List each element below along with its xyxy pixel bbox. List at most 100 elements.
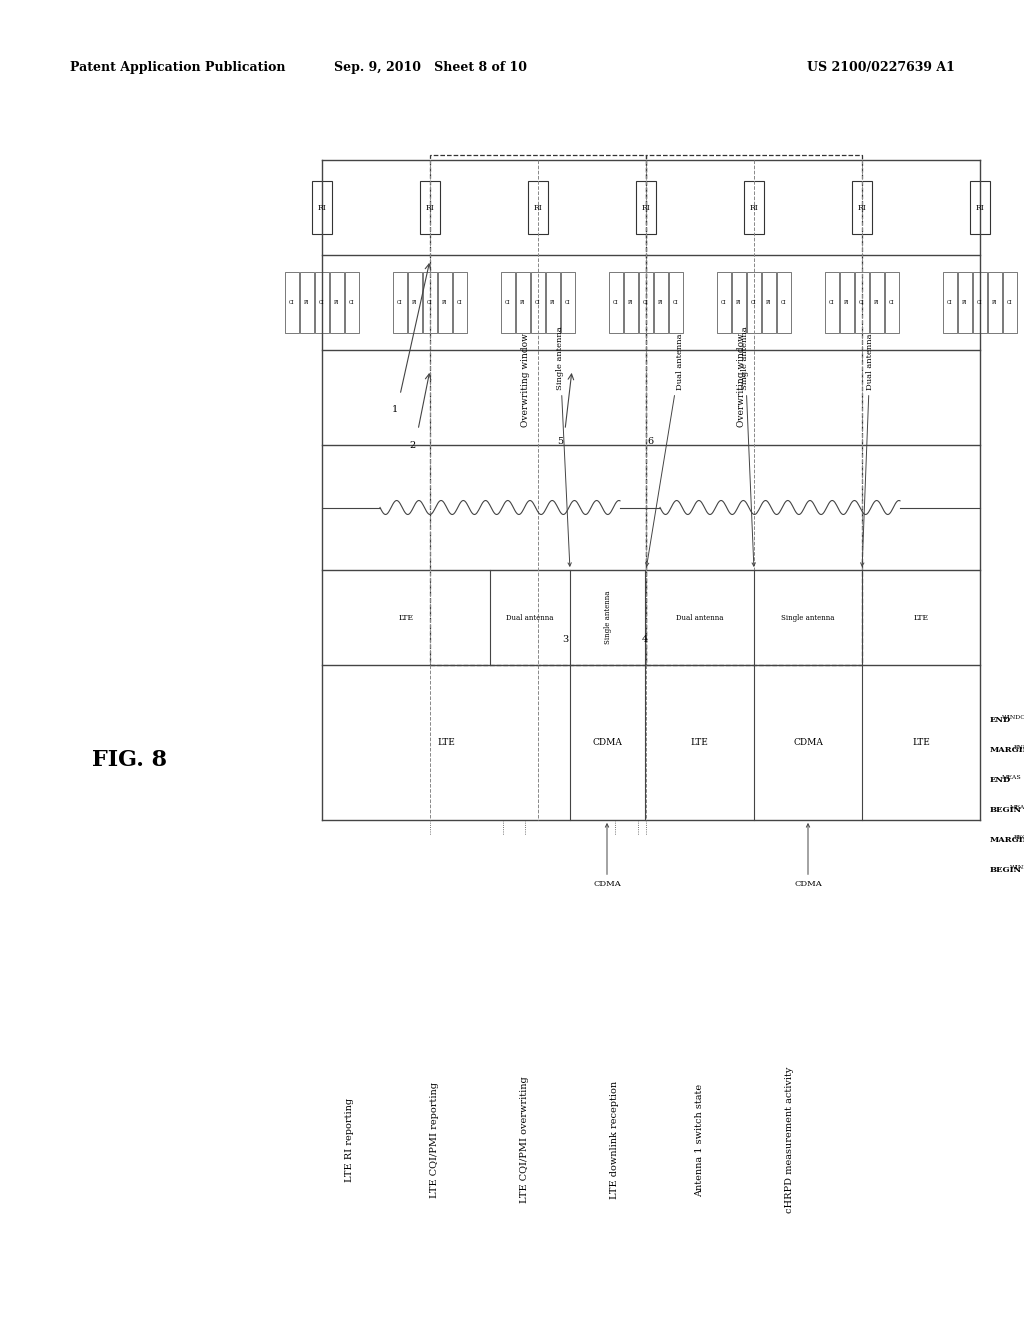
Text: CDMA: CDMA (795, 824, 822, 888)
Text: CI: CI (889, 300, 894, 305)
Text: Dual antenna: Dual antenna (506, 614, 554, 622)
Text: 5: 5 (557, 437, 563, 446)
Bar (624, 272, 638, 334)
Text: RI: RI (534, 203, 543, 211)
Text: LTE: LTE (913, 614, 929, 622)
Text: LTE CQI/PMI overwriting: LTE CQI/PMI overwriting (520, 1077, 529, 1204)
Text: CI: CI (427, 300, 432, 305)
Bar (717, 272, 730, 334)
Text: PI: PI (962, 300, 967, 305)
Text: CI: CI (828, 300, 835, 305)
Bar (423, 272, 436, 334)
Text: END: END (990, 715, 1012, 723)
Text: 4: 4 (642, 635, 648, 644)
Text: PI: PI (520, 300, 525, 305)
Text: PI: PI (992, 300, 997, 305)
Bar (515, 272, 529, 334)
Text: RI: RI (750, 203, 759, 211)
Text: CI: CI (505, 300, 510, 305)
Text: MEAS: MEAS (1002, 775, 1022, 780)
Bar (646, 154, 862, 665)
Text: LTE RI reporting: LTE RI reporting (345, 1098, 354, 1183)
Bar (453, 272, 467, 334)
Text: CDMA: CDMA (593, 738, 623, 747)
Text: CI: CI (751, 300, 757, 305)
Text: RI: RI (317, 203, 327, 211)
Text: 3: 3 (562, 635, 568, 644)
Text: FIG. 8: FIG. 8 (92, 748, 168, 771)
Text: BEGIN: BEGIN (990, 866, 1022, 874)
Text: 2: 2 (410, 441, 416, 450)
Bar (530, 272, 545, 334)
Text: Single antenna: Single antenna (603, 591, 611, 644)
Bar (1002, 272, 1017, 334)
Text: CI: CI (535, 300, 541, 305)
Text: LTE: LTE (912, 738, 930, 747)
Bar (420, 181, 440, 234)
Text: cHRPD measurement activity: cHRPD measurement activity (785, 1067, 794, 1213)
Text: Overwriting window: Overwriting window (737, 333, 746, 426)
Text: CI: CI (564, 300, 570, 305)
Bar (314, 272, 329, 334)
Text: CI: CI (946, 300, 952, 305)
Text: WINDOW: WINDOW (1002, 715, 1024, 719)
Bar (392, 272, 407, 334)
Bar (942, 272, 956, 334)
Bar (987, 272, 1001, 334)
Text: CI: CI (318, 300, 325, 305)
Text: MARGIN: MARGIN (990, 836, 1024, 843)
Bar (437, 272, 452, 334)
Text: Single antenna: Single antenna (741, 326, 756, 566)
Text: CI: CI (612, 300, 618, 305)
Text: Sep. 9, 2010   Sheet 8 of 10: Sep. 9, 2010 Sheet 8 of 10 (334, 62, 526, 74)
Text: Patent Application Publication: Patent Application Publication (70, 62, 286, 74)
Bar (746, 272, 761, 334)
Text: PI: PI (736, 300, 741, 305)
Bar (546, 272, 559, 334)
Bar (639, 272, 652, 334)
Text: Antenna 1 switch state: Antenna 1 switch state (695, 1084, 705, 1196)
Text: CI: CI (396, 300, 402, 305)
Text: LTE: LTE (398, 614, 414, 622)
Text: CI: CI (289, 300, 294, 305)
Bar (852, 181, 872, 234)
Bar (970, 181, 990, 234)
Text: CI: CI (977, 300, 982, 305)
Bar (608, 272, 623, 334)
Text: CI: CI (780, 300, 786, 305)
Bar (312, 181, 332, 234)
Text: CI: CI (349, 300, 354, 305)
Bar (744, 181, 764, 234)
Text: PI: PI (628, 300, 633, 305)
Text: RI: RI (976, 203, 984, 211)
Text: PI: PI (873, 300, 880, 305)
Text: LTE downlink reception: LTE downlink reception (610, 1081, 618, 1199)
Bar (430, 154, 646, 665)
Text: RI: RI (642, 203, 650, 211)
Bar (669, 272, 683, 334)
Bar (762, 272, 775, 334)
Bar (636, 181, 656, 234)
Text: RI: RI (426, 203, 434, 211)
Bar (653, 272, 668, 334)
Bar (285, 272, 299, 334)
Bar (973, 272, 986, 334)
Text: PI: PI (550, 300, 555, 305)
Text: 1: 1 (392, 405, 398, 414)
Text: MARGIN: MARGIN (990, 746, 1024, 754)
Bar (528, 181, 548, 234)
Text: CI: CI (457, 300, 462, 305)
Text: 6: 6 (647, 437, 653, 446)
Bar (344, 272, 358, 334)
Text: WINDOW: WINDOW (1010, 865, 1024, 870)
Bar (560, 272, 574, 334)
Text: Dual antenna: Dual antenna (860, 334, 874, 566)
Text: US 2100/0227639 A1: US 2100/0227639 A1 (807, 62, 955, 74)
Bar (330, 272, 343, 334)
Text: Overwriting window: Overwriting window (521, 333, 530, 426)
Text: Dual antenna: Dual antenna (676, 614, 723, 622)
Bar (869, 272, 884, 334)
Text: RI: RI (858, 203, 866, 211)
Text: CDMA: CDMA (793, 738, 823, 747)
Text: LTE CQI/PMI reporting: LTE CQI/PMI reporting (430, 1082, 439, 1199)
